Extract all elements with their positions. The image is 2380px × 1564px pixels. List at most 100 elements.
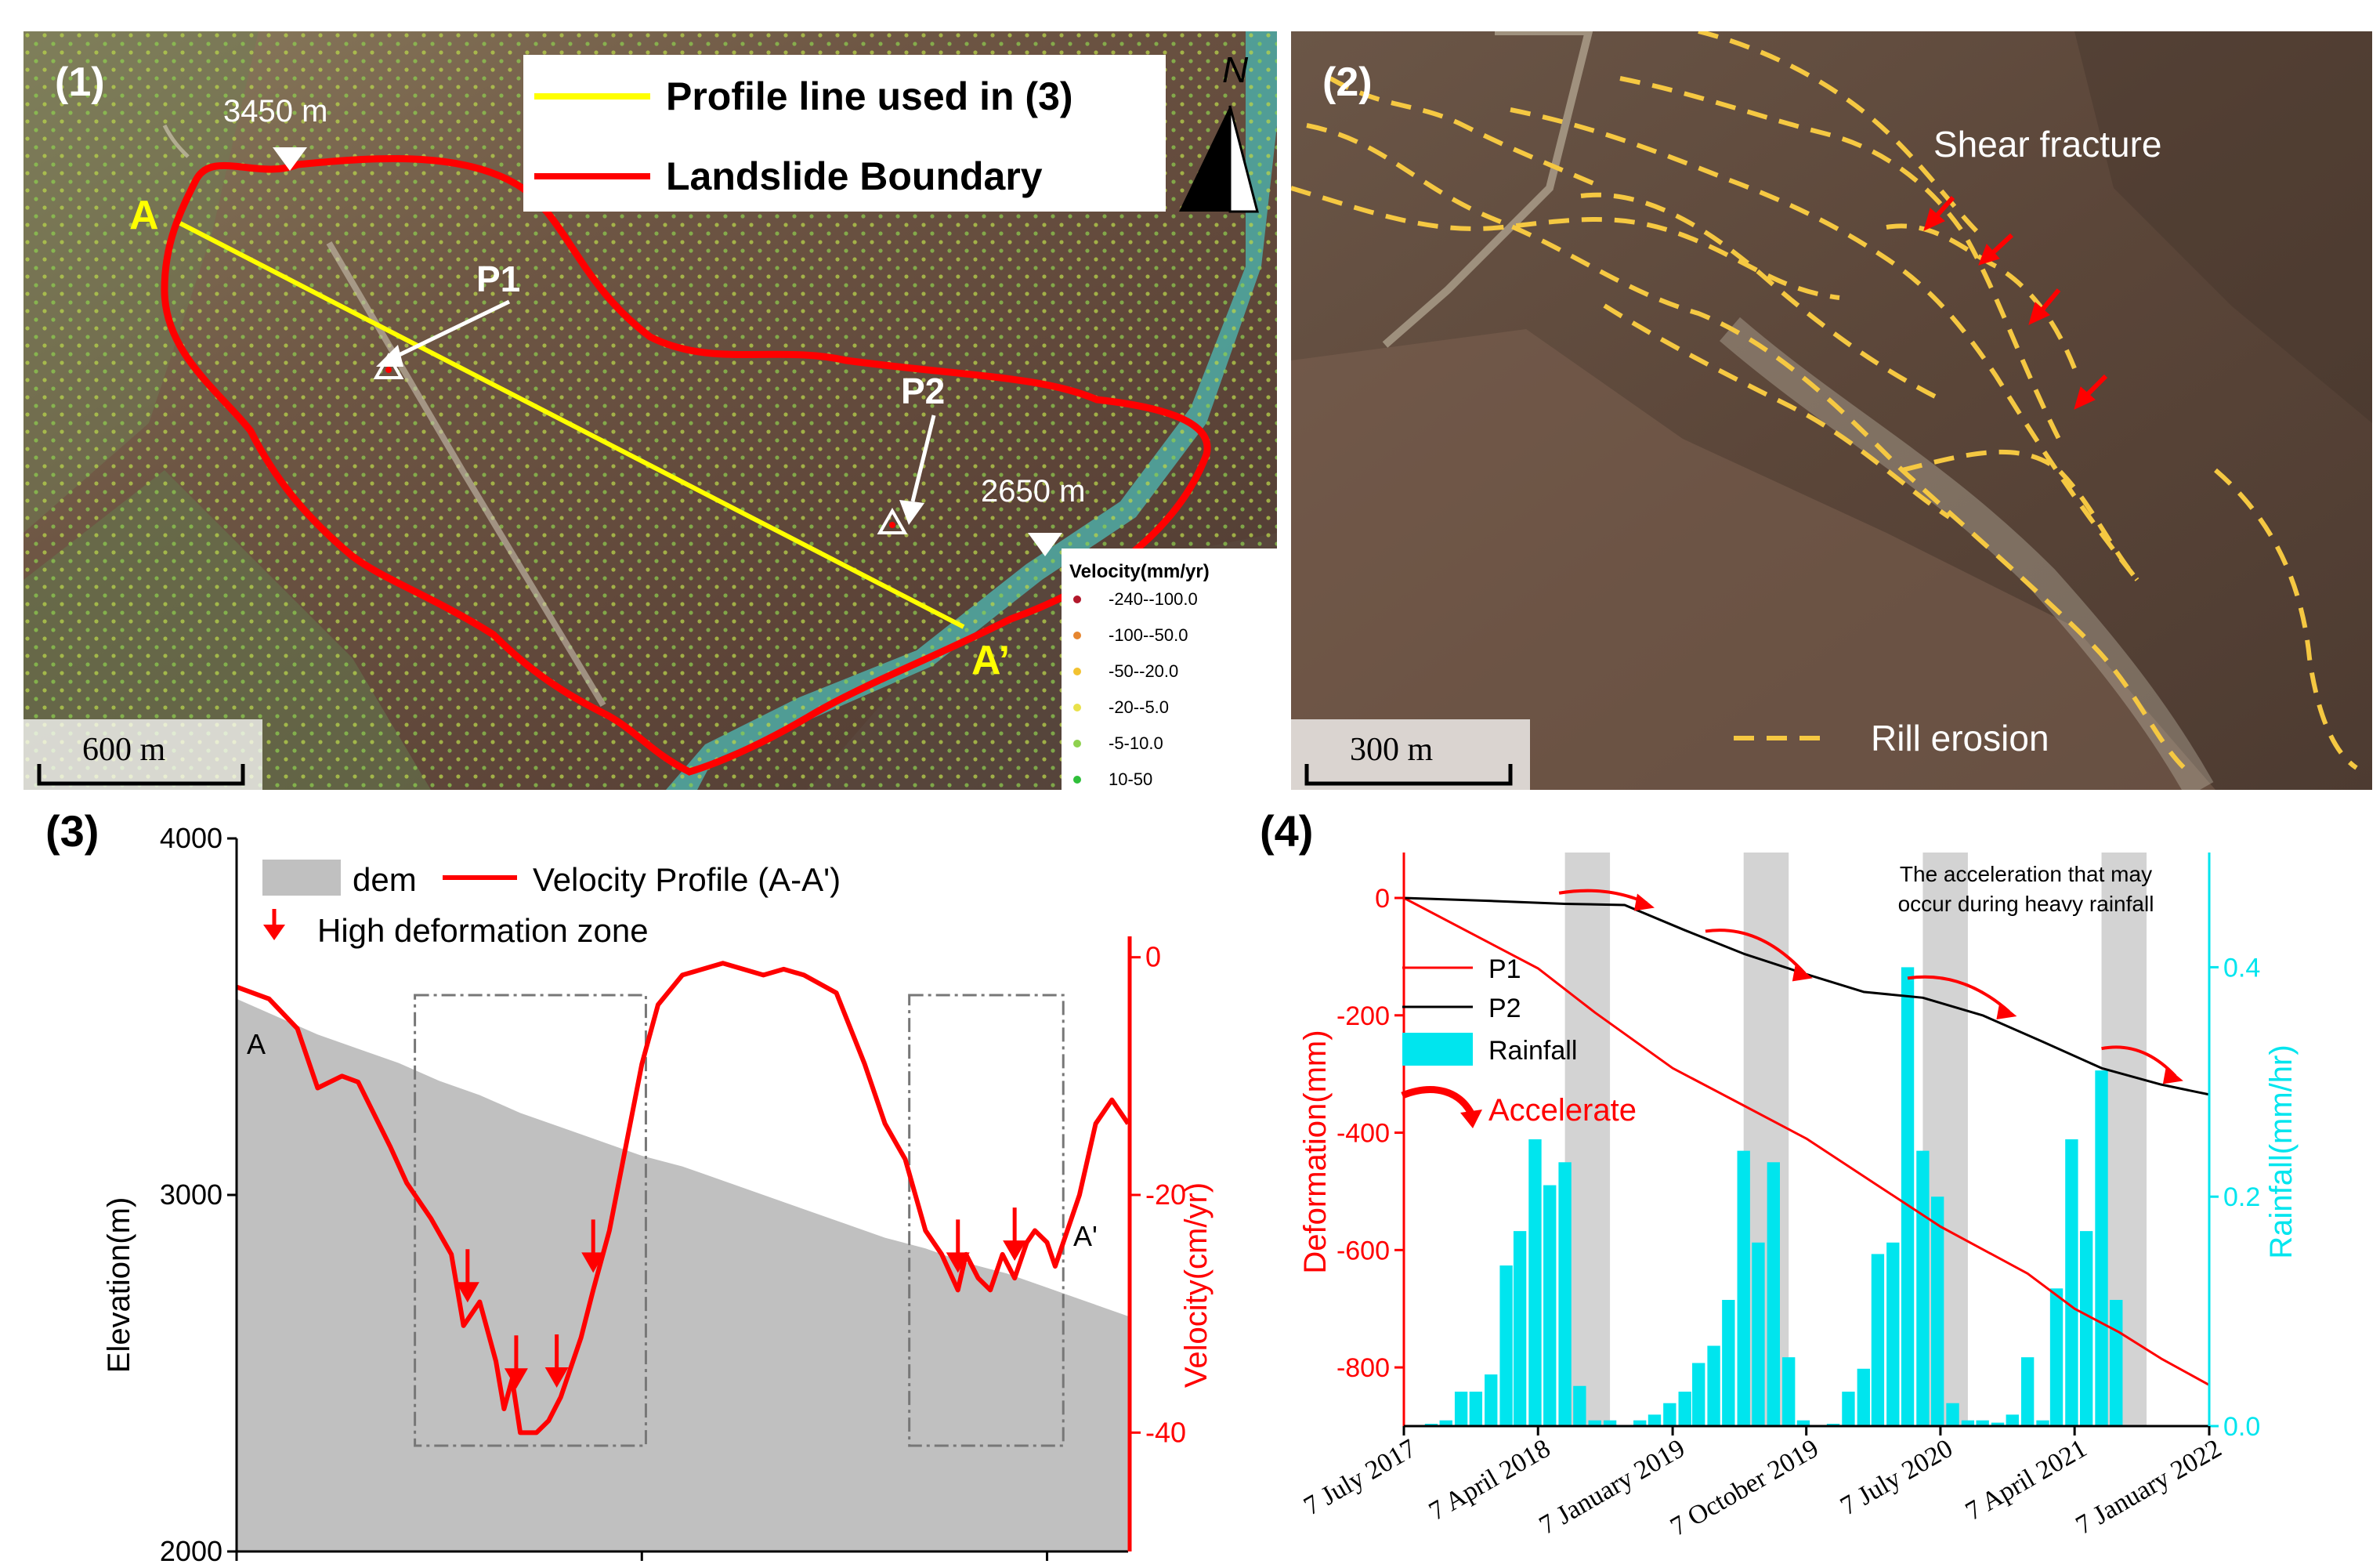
deformation-arrow-icon xyxy=(455,1249,479,1303)
rainfall-bar xyxy=(1857,1368,1870,1426)
p3-ytick-label: 4000 xyxy=(160,822,222,854)
p4-ytick-label: -800 xyxy=(1336,1353,1390,1383)
velocity-legend-item: -20--5.0 xyxy=(1109,697,1169,717)
p4-ytick-label: 0 xyxy=(1375,884,1390,914)
p1-label: P1 xyxy=(476,259,520,299)
p4-y2tick-label: 0.0 xyxy=(2223,1412,2260,1442)
legend-profile-label: Profile line used in (3) xyxy=(666,74,1073,118)
elevation-top-label: 3450 m xyxy=(223,94,327,129)
rainfall-bar xyxy=(1871,1254,1885,1426)
high-deformation-zone-box xyxy=(908,994,1065,1447)
scale-300-label: 300 m xyxy=(1350,732,1434,768)
p4-xtick-label: 7 July 2017 xyxy=(1299,1434,1421,1521)
rainfall-bar xyxy=(1767,1162,1780,1426)
p2-label: P2 xyxy=(901,371,945,411)
rainfall-bar xyxy=(1543,1185,1557,1426)
rainfall-bar xyxy=(1722,1299,1735,1426)
velocity-legend-dot xyxy=(1073,668,1081,675)
p2-deformation-line xyxy=(1403,896,2210,1096)
heavy-rainfall-shading xyxy=(1922,853,1968,1426)
rill-erosion-label: Rill erosion xyxy=(1871,718,2049,758)
p2-marker xyxy=(877,507,908,534)
p3-y2tick-label: -20 xyxy=(1145,1178,1186,1211)
deformation-arrow-icon xyxy=(544,1334,569,1388)
p4-y2label: Rainfall(mm/hr) xyxy=(2264,1044,2299,1258)
landslide-boundary xyxy=(161,154,1211,776)
deformation-arrow-icon xyxy=(581,1219,606,1273)
elevation-bottom-label: 2650 m xyxy=(981,474,1085,509)
rainfall-bar xyxy=(1946,1403,1959,1426)
deformation-arrow-icon xyxy=(1003,1207,1027,1262)
p3-y2label: Velocity(cm/yr) xyxy=(1179,1182,1214,1388)
rainfall-bar xyxy=(1573,1385,1586,1426)
panel-2-map: (2) Shear fracture Rill erosion 300 m xyxy=(1291,31,2372,790)
rainfall-bar xyxy=(1499,1265,1513,1426)
rainfall-bar xyxy=(1916,1150,1930,1426)
rainfall-bar xyxy=(1752,1242,1765,1426)
elevation-bottom-marker xyxy=(1028,533,1062,556)
p3-ylabel: Elevation(m) xyxy=(102,1197,136,1374)
legend-velocity-label: Velocity Profile (A-A') xyxy=(533,861,841,898)
rainfall-bar xyxy=(1692,1363,1705,1426)
rainfall-bar xyxy=(1454,1392,1468,1426)
rainfall-bar xyxy=(2036,1420,2049,1426)
legend-zone-arrow-icon xyxy=(263,909,285,940)
velocity-legend-item: 10-50 xyxy=(1109,769,1152,789)
p4-ytick-label: -400 xyxy=(1336,1119,1390,1149)
heavy-rainfall-shading xyxy=(2101,853,2147,1426)
rainfall-bar xyxy=(1782,1357,1796,1426)
shear-fracture-label: Shear fracture xyxy=(1933,124,2161,165)
rainfall-bar xyxy=(2020,1357,2035,1426)
p4-xtick-label: 7 April 2018 xyxy=(1424,1434,1555,1526)
rainfall-bar xyxy=(1842,1392,1855,1426)
point-a-label: A xyxy=(129,193,159,238)
dem-area xyxy=(237,998,1128,1551)
p3-ytick-label: 2000 xyxy=(160,1535,222,1564)
rainfall-bar xyxy=(1633,1420,1647,1426)
shear-fracture-arrows xyxy=(1923,196,2108,410)
profile-start-label: A xyxy=(247,1028,266,1060)
rainfall-bar xyxy=(1707,1345,1720,1426)
rill-erosion-legend: Rill erosion xyxy=(1734,718,2049,758)
rainfall-bar xyxy=(1469,1392,1483,1426)
legend-box: Profile line used in (3) Landslide Bound… xyxy=(523,55,1166,212)
p2-arrow xyxy=(910,415,936,502)
heavy-rainfall-shading xyxy=(1564,853,1611,1426)
rainfall-bar xyxy=(1558,1162,1572,1426)
p4-ytick-label: -600 xyxy=(1336,1236,1390,1265)
deformation-arrow-icon xyxy=(504,1335,528,1389)
high-deformation-zone-box xyxy=(414,994,647,1447)
accelerate-arrow-icon xyxy=(1907,975,2017,1020)
north-arrow-icon: N xyxy=(1179,49,1259,213)
point-a-prime-label: A’ xyxy=(971,638,1010,683)
deformation-arrow-icon xyxy=(946,1219,970,1273)
panel-4-chart: (4) 0 -200 -400 -600 -800 0.0 0.2 0.4 7 July 201… xyxy=(1260,807,2299,1542)
p1-marker xyxy=(373,352,404,379)
rainfall-bar xyxy=(2079,1231,2093,1426)
legend-zone-label: High deformation zone xyxy=(317,912,649,949)
panel-3-legend: dem Velocity Profile (A-A') High deforma… xyxy=(262,860,841,949)
annotation-line-2: occur during heavy rainfall xyxy=(1898,892,2154,916)
scale-600-label: 600 m xyxy=(82,732,166,768)
velocity-legend: Velocity(mm/yr) -240--100.0 -100--50.0 -50… xyxy=(1062,548,1277,790)
legend-accelerate-label: Accelerate xyxy=(1488,1093,1637,1128)
velocity-legend-item: -240--100.0 xyxy=(1109,589,1198,609)
rainfall-bar xyxy=(1961,1420,1975,1426)
p4-xtick-label: 7 October 2019 xyxy=(1666,1434,1824,1542)
accelerate-arrow-icon xyxy=(1705,929,1813,982)
elevation-top-marker xyxy=(273,147,307,171)
profile-line xyxy=(179,221,965,629)
rainfall-bar xyxy=(1485,1374,1498,1426)
p4-y2tick-label: 0.2 xyxy=(2223,1182,2260,1212)
rainfall-bar xyxy=(1737,1150,1750,1426)
p4-ytick-label: -200 xyxy=(1336,1001,1390,1031)
heavy-rainfall-shading xyxy=(1743,853,1789,1426)
legend-dem-swatch xyxy=(262,860,341,896)
velocity-profile-line xyxy=(235,961,1130,1435)
p4-xtick-label: 7 January 2019 xyxy=(1535,1434,1690,1540)
rainfall-bar xyxy=(2110,1299,2123,1426)
rainfall-bar xyxy=(2049,1288,2064,1426)
p3-y2tick-label: -40 xyxy=(1145,1416,1186,1448)
panel-1-label: (1) xyxy=(55,60,105,105)
p4-xtick-label: 7 July 2020 xyxy=(1836,1434,1958,1521)
